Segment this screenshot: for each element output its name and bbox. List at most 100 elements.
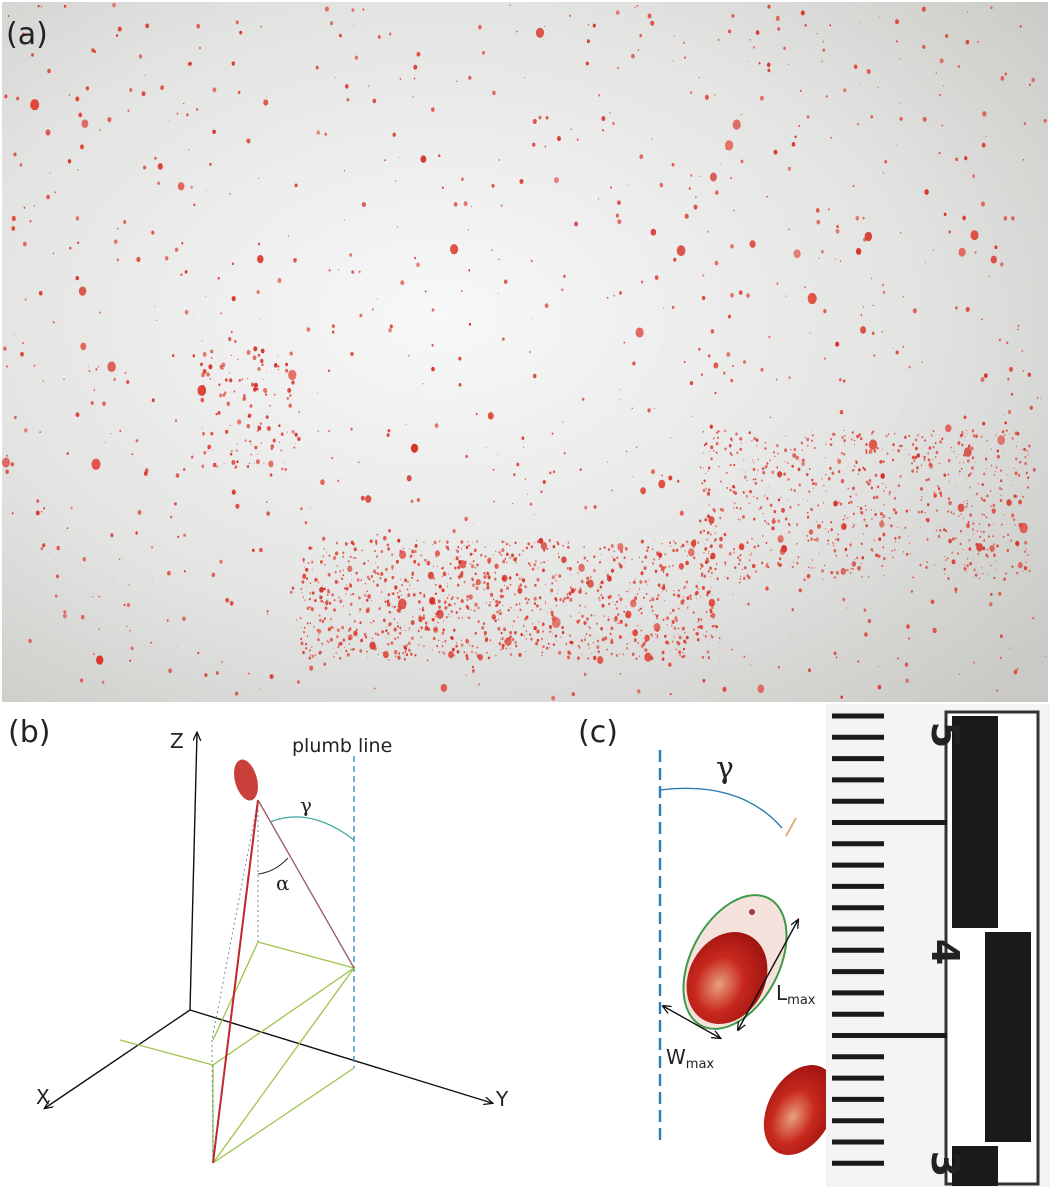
blood-drop (948, 501, 952, 506)
blood-drop (500, 631, 503, 635)
blood-drop (692, 611, 695, 614)
blood-drop (22, 32, 25, 36)
blood-drop (733, 551, 735, 554)
blood-drop (855, 216, 860, 221)
blood-drop (497, 453, 498, 455)
blood-drop (309, 665, 314, 671)
blood-drop (402, 651, 405, 655)
blood-drop (933, 491, 936, 494)
blood-drop (881, 283, 884, 287)
blood-drop (550, 608, 552, 610)
blood-drop (980, 530, 982, 533)
blood-drop (673, 626, 677, 630)
blood-drop (703, 574, 707, 578)
blood-drop (837, 533, 839, 536)
blood-drop (769, 503, 773, 507)
blood-drop (610, 186, 612, 189)
blood-drop (468, 269, 471, 272)
blood-drop (1000, 523, 1003, 526)
blood-drop (630, 633, 632, 635)
blood-drop (584, 605, 586, 608)
blood-drop (518, 585, 521, 589)
blood-drop (908, 434, 911, 438)
blood-drop (465, 545, 468, 548)
blood-drop (225, 429, 229, 434)
blood-drop (669, 541, 672, 544)
blood-drop (194, 317, 195, 319)
blood-drop (971, 429, 975, 433)
blood-drop (941, 124, 944, 127)
blood-drop (864, 632, 868, 637)
blood-drop (1000, 488, 1003, 491)
blood-drop (921, 436, 924, 439)
blood-drop (154, 305, 156, 307)
blood-drop (634, 6, 636, 9)
blood-drop (200, 362, 203, 367)
blood-drop (637, 689, 641, 694)
blood-drop (397, 655, 401, 660)
blood-drop (650, 606, 652, 608)
blood-drop (460, 643, 464, 647)
blood-drop (616, 613, 620, 617)
blood-drop (759, 95, 764, 101)
blood-drop (202, 351, 207, 357)
blood-drop (342, 555, 345, 558)
droplet (234, 759, 258, 801)
blood-drop (618, 635, 622, 639)
blood-drop (640, 607, 643, 610)
blood-drop (810, 537, 814, 541)
blood-drop (761, 467, 765, 471)
blood-drop (708, 504, 710, 506)
blood-drop (888, 517, 891, 520)
blood-drop (673, 257, 677, 262)
length-arrow (738, 920, 798, 1030)
blood-drop (600, 581, 602, 584)
blood-drop (970, 472, 972, 475)
blood-drop (201, 372, 205, 378)
blood-drop (101, 680, 105, 684)
blood-drop (54, 594, 58, 598)
blood-drop (463, 572, 464, 574)
blood-drop (631, 407, 633, 410)
blood-drop (593, 555, 596, 559)
blood-drop (515, 561, 517, 564)
guide-lines (211, 799, 259, 1164)
blood-drop (974, 495, 975, 497)
blood-drop (983, 472, 986, 476)
blood-drop (827, 477, 831, 481)
blood-drop (466, 598, 469, 601)
blood-drop (766, 462, 769, 465)
blood-drop (1028, 569, 1031, 572)
blood-drop (193, 203, 196, 207)
blood-drop (992, 535, 994, 538)
blood-drop (772, 517, 775, 520)
blood-drop (563, 597, 566, 600)
blood-drop (862, 216, 865, 220)
blood-drop (438, 605, 441, 609)
blood-drop (664, 641, 667, 644)
blood-drop (958, 673, 960, 676)
blood-drop (466, 617, 469, 619)
blood-drop (525, 546, 528, 550)
blood-drop (640, 571, 644, 576)
blood-drop (742, 576, 746, 580)
blood-drop (79, 678, 84, 683)
blood-drop (865, 480, 868, 484)
blood-drop (698, 347, 701, 351)
blood-drop (684, 550, 686, 552)
blood-drop (661, 657, 665, 661)
blood-drop (904, 662, 909, 667)
blood-drop (755, 438, 759, 442)
blood-drop (777, 498, 781, 502)
blood-drop (420, 554, 423, 557)
blood-drop (300, 587, 303, 591)
blood-drop (901, 413, 902, 415)
gamma-arc (659, 787, 783, 829)
blood-drop (1001, 430, 1005, 434)
blood-drop (702, 430, 704, 433)
blood-drop (154, 156, 157, 160)
blood-drop (241, 378, 244, 381)
blood-drop (451, 654, 454, 657)
blood-drop (927, 452, 929, 455)
blood-drop (583, 621, 587, 625)
